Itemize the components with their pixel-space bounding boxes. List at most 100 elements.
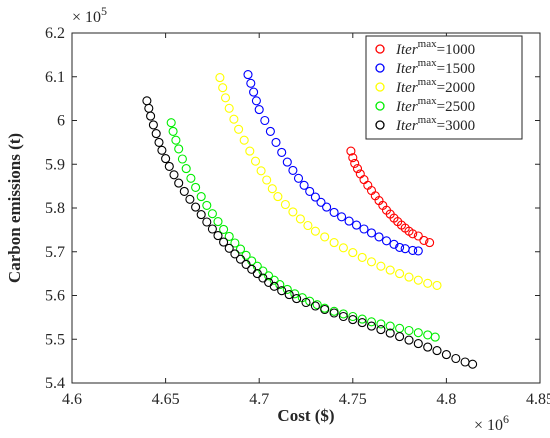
data-point-series-3 — [229, 114, 239, 124]
data-point-series-1 — [419, 235, 429, 245]
data-point-series-5 — [258, 273, 268, 283]
legend-entry-name: Iter — [395, 61, 418, 77]
legend-marker — [375, 101, 385, 111]
data-point-series-4 — [219, 224, 229, 234]
data-point-series-2 — [316, 197, 326, 207]
legend-entry-value: =3000 — [437, 118, 475, 134]
legend-frame — [365, 35, 523, 140]
data-point-series-3 — [239, 135, 249, 145]
data-point-series-3 — [215, 73, 225, 83]
data-point-series-2 — [381, 236, 392, 246]
x-tick-label: 4.85 — [526, 391, 550, 408]
x-tick-label: 4.65 — [152, 391, 180, 408]
data-point-series-3 — [404, 272, 414, 282]
data-point-series-5 — [144, 103, 154, 113]
data-point-series-2 — [254, 105, 264, 115]
data-point-series-2 — [344, 216, 354, 226]
data-point-series-4 — [166, 118, 176, 128]
y-axis-exponent-base: × 10 — [72, 9, 101, 26]
data-point-series-5 — [395, 332, 405, 342]
data-point-series-5 — [292, 294, 302, 304]
data-point-series-4 — [312, 300, 322, 310]
x-tick-label: 4.75 — [339, 391, 367, 408]
data-point-series-3 — [250, 156, 261, 166]
data-point-series-3 — [224, 103, 234, 113]
data-point-series-5 — [357, 318, 367, 328]
y-tick-label: 5.7 — [45, 244, 65, 261]
x-axis-exponent-base: × 10 — [474, 417, 503, 434]
data-point-series-4 — [191, 182, 201, 192]
data-point-series-3 — [413, 275, 423, 285]
data-point-series-4 — [196, 192, 206, 202]
data-point-series-4 — [366, 317, 377, 327]
legend-entry-superscript: max — [418, 57, 437, 69]
data-point-series-5 — [432, 346, 442, 356]
data-point-series-5 — [423, 342, 433, 352]
data-point-series-3 — [376, 261, 386, 271]
data-point-series-4 — [305, 296, 315, 306]
data-point-series-3 — [220, 93, 231, 103]
data-point-series-5 — [269, 281, 279, 291]
data-point-series-1 — [359, 175, 369, 185]
data-point-series-4 — [275, 280, 285, 290]
data-point-series-4 — [177, 154, 187, 164]
data-point-series-2 — [282, 157, 292, 167]
data-point-series-3 — [366, 257, 377, 267]
y-tick-label: 6 — [57, 113, 65, 130]
data-point-series-5 — [441, 350, 451, 360]
data-point-series-2 — [288, 165, 298, 175]
data-point-series-5 — [151, 129, 161, 139]
data-point-series-5 — [413, 339, 423, 349]
data-point-series-2 — [299, 180, 309, 190]
data-point-series-5 — [247, 264, 257, 274]
data-point-series-5 — [348, 315, 358, 325]
data-point-series-4 — [252, 261, 262, 271]
data-point-series-5 — [310, 301, 320, 311]
legend-entry-name: Iter — [395, 80, 418, 96]
y-tick-label: 6.1 — [45, 69, 65, 86]
data-point-series-5 — [224, 243, 234, 253]
data-point-series-1 — [425, 238, 435, 248]
data-point-series-2 — [329, 207, 339, 217]
axis-ticks: 4.6 4.65 4.7 4.75 4.8 4.85 5.4 5.5 5.6 5.7 5.8 5.9 6… — [45, 25, 550, 408]
data-point-series-5 — [241, 259, 251, 269]
data-point-series-1 — [346, 146, 356, 156]
legend-entry-name: Iter — [395, 42, 418, 58]
data-point-series-5 — [230, 249, 240, 259]
data-point-series-5 — [207, 224, 217, 234]
data-point-series-5 — [191, 202, 201, 212]
data-point-series-4 — [413, 328, 423, 338]
data-point-series-5 — [320, 304, 330, 315]
data-point-series-3 — [357, 252, 367, 262]
y-tick-label: 5.4 — [45, 375, 65, 392]
data-point-series-2 — [322, 202, 332, 212]
y-tick-label: 5.6 — [45, 288, 65, 305]
data-point-series-3 — [385, 265, 395, 275]
legend-entry-superscript: max — [418, 114, 437, 126]
data-point-series-5 — [213, 231, 223, 241]
x-axis-exponent-power: 6 — [503, 412, 509, 426]
data-point-series-4 — [430, 332, 440, 342]
data-point-series-4 — [186, 173, 196, 183]
data-point-series-5 — [196, 210, 206, 220]
y-tick-label: 5.8 — [45, 200, 65, 217]
y-axis-exponent: × 105 — [72, 4, 107, 26]
data-point-series-5 — [157, 145, 167, 155]
data-point-series-1 — [413, 231, 423, 241]
data-point-series-5 — [301, 297, 311, 308]
data-point-series-5 — [376, 325, 386, 335]
legend-entry-label: Itermax=2000 — [395, 76, 475, 96]
data-point-series-2 — [408, 245, 418, 255]
y-axis-title: Carbon emissions (t) — [5, 133, 24, 283]
legend-entry-superscript: max — [418, 38, 437, 50]
data-point-series-5 — [404, 335, 414, 345]
data-point-series-3 — [395, 269, 405, 279]
data-point-series-4 — [258, 266, 268, 276]
data-point-series-5 — [146, 111, 156, 121]
data-point-series-4 — [171, 135, 181, 145]
data-point-series-3 — [295, 214, 305, 224]
data-point-series-4 — [207, 209, 217, 219]
legend-entry-value: =2000 — [437, 80, 475, 96]
legend-marker — [375, 63, 385, 73]
